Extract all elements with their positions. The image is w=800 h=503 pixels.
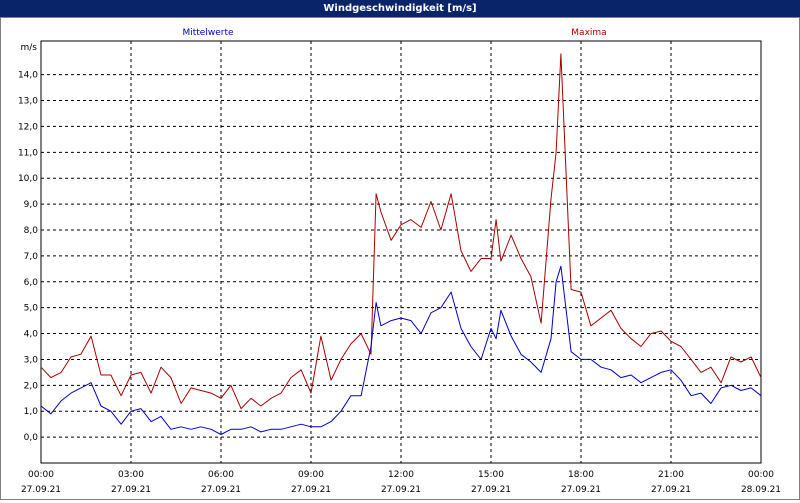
x-tick-date-label: 27.09.21 (561, 485, 601, 495)
series-layer (40, 53, 762, 435)
y-tick-label: 7,0 (24, 252, 39, 262)
x-tick-time-label: 06:00 (208, 470, 234, 480)
legend-max-label: Maxima (571, 28, 606, 38)
y-tick-labels: 0,0 1,0 2,0 3,0 4,0 5,0 6,0 7,0 8,0 9,0 10,0 11,0 12… (18, 71, 38, 443)
x-tick-time-label: 21:00 (658, 470, 684, 480)
x-tick-time-label: 00:00 (748, 470, 774, 480)
series-line-mean (40, 265, 762, 435)
y-tick-label: 11,0 (18, 148, 38, 158)
y-tick-label: 6,0 (24, 278, 39, 288)
x-tick-time-label: 18:00 (568, 470, 594, 480)
series-line-max (40, 53, 762, 410)
y-tick-label: 4,0 (24, 330, 39, 340)
legend-mean-label: Mittelwerte (182, 28, 233, 38)
y-tick-label: 14,0 (18, 71, 38, 81)
y-tick-label: 12,0 (18, 122, 38, 132)
y-tick-label: 8,0 (24, 226, 39, 236)
chart-panel: Mittelwerte Maxima m/s 0,0 1,0 2,0 3,0 4,0 5,… (0, 17, 800, 500)
x-tick-date-label: 27.09.21 (21, 485, 61, 495)
y-tick-label: 2,0 (24, 381, 39, 391)
x-tick-time-label: 12:00 (388, 470, 414, 480)
y-tick-label: 0,0 (24, 433, 39, 443)
x-tick-date-label: 27.09.21 (111, 485, 151, 495)
y-tick-label: 3,0 (24, 355, 39, 365)
x-tick-date-label: 27.09.21 (471, 485, 511, 495)
x-tick-time-label: 09:00 (298, 470, 324, 480)
x-tick-date-label: 27.09.21 (381, 485, 421, 495)
x-tick-date-label: 27.09.21 (201, 485, 241, 495)
y-tick-label: 13,0 (18, 97, 38, 107)
x-tick-labels: 00:00 27.09.21 03:00 27.09.21 06:00 27.09.21 0… (21, 470, 781, 495)
grid-layer (40, 40, 762, 464)
x-tick-date-label: 27.09.21 (291, 485, 331, 495)
y-tick-label: 1,0 (24, 407, 39, 417)
wind-speed-chart: Mittelwerte Maxima m/s 0,0 1,0 2,0 3,0 4,0 5,… (18, 28, 781, 495)
y-axis-unit-label: m/s (21, 43, 38, 53)
y-tick-label: 9,0 (24, 200, 39, 210)
x-tick-time-label: 00:00 (28, 470, 54, 480)
y-tick-label: 10,0 (18, 174, 38, 184)
x-tick-time-label: 03:00 (118, 470, 144, 480)
x-tick-date-label: 27.09.21 (651, 485, 691, 495)
x-tick-date-label: 28.09.21 (741, 485, 781, 495)
y-tick-label: 5,0 (24, 304, 39, 314)
window-title: Windgeschwindigkeit [m/s] (0, 0, 800, 17)
x-tick-time-label: 15:00 (478, 470, 504, 480)
